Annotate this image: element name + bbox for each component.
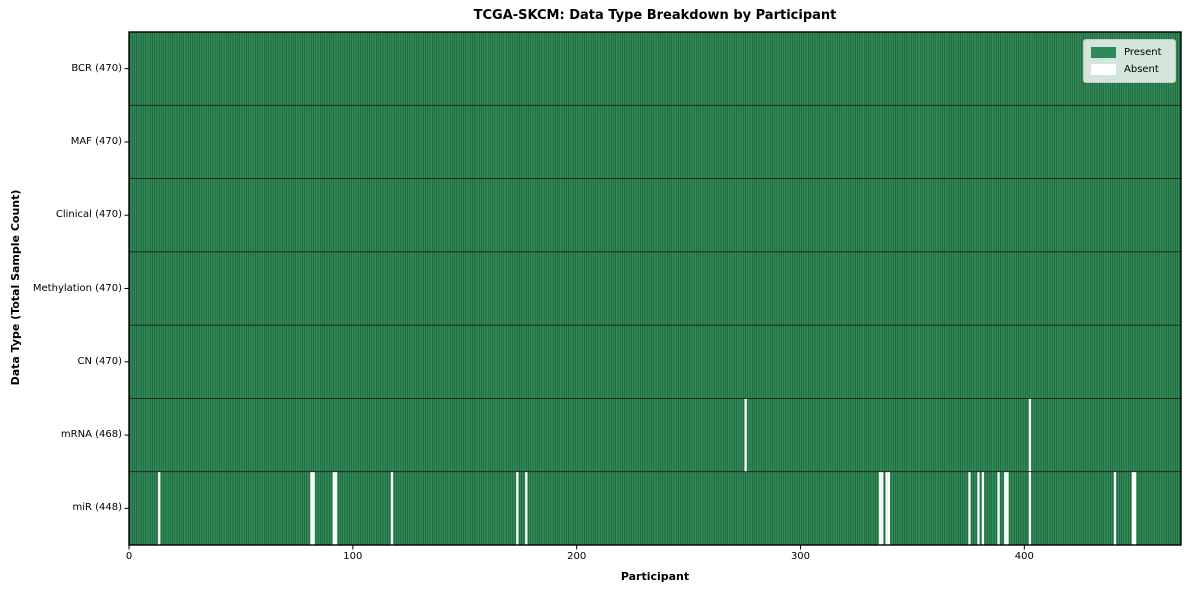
absent-cell xyxy=(1028,398,1032,472)
absent-swatch-icon xyxy=(1091,64,1116,75)
x-tick-label: 400 xyxy=(1014,551,1034,562)
absent-cell xyxy=(334,471,338,545)
absent-cell xyxy=(1113,471,1117,545)
y-tick-label: BCR (470) xyxy=(71,62,122,74)
absent-cell xyxy=(310,471,313,545)
x-tick-label: 300 xyxy=(790,551,811,562)
absent-cell xyxy=(1028,471,1032,545)
absent-cell xyxy=(887,471,891,545)
legend-absent-label: Absent xyxy=(1124,64,1159,75)
present-swatch-icon xyxy=(1091,47,1116,58)
legend-present-label: Present xyxy=(1124,47,1162,58)
legend-item-present: Present xyxy=(1091,46,1168,59)
absent-cell xyxy=(312,471,315,545)
x-tick-label: 200 xyxy=(567,551,587,562)
y-tick-label: mRNA (468) xyxy=(60,429,122,441)
absent-cell xyxy=(981,471,985,545)
absent-cell xyxy=(390,471,394,545)
absent-cell xyxy=(1004,471,1007,545)
absent-cell xyxy=(332,471,335,545)
absent-cell xyxy=(997,471,1000,545)
chart-title: TCGA-SKCM: Data Type Breakdown by Partic… xyxy=(473,8,837,23)
absent-cell xyxy=(968,471,971,545)
y-tick-label: Clinical (470) xyxy=(55,209,122,221)
absent-cell xyxy=(1133,471,1137,545)
y-tick-label: MAF (470) xyxy=(70,135,122,147)
absent-cell xyxy=(525,471,528,545)
x-axis-label: Participant xyxy=(620,570,690,583)
absent-cell xyxy=(158,471,161,545)
legend-item-absent: Absent xyxy=(1091,63,1168,76)
x-tick-label: 0 xyxy=(125,551,133,562)
absent-cell xyxy=(1131,471,1134,545)
absent-cell xyxy=(977,471,980,545)
x-tick-label: 100 xyxy=(343,551,363,562)
y-tick-label: CN (470) xyxy=(77,355,122,367)
y-tick-label: Methylation (470) xyxy=(32,282,122,294)
absent-cell xyxy=(885,471,888,545)
absent-cell xyxy=(1006,471,1009,545)
legend: Present Absent xyxy=(1083,39,1176,83)
absent-cell xyxy=(881,471,884,545)
y-tick-label: miR (448) xyxy=(72,502,122,514)
absent-cell xyxy=(516,471,519,545)
absent-cell xyxy=(878,471,882,545)
absent-cell xyxy=(744,398,747,472)
